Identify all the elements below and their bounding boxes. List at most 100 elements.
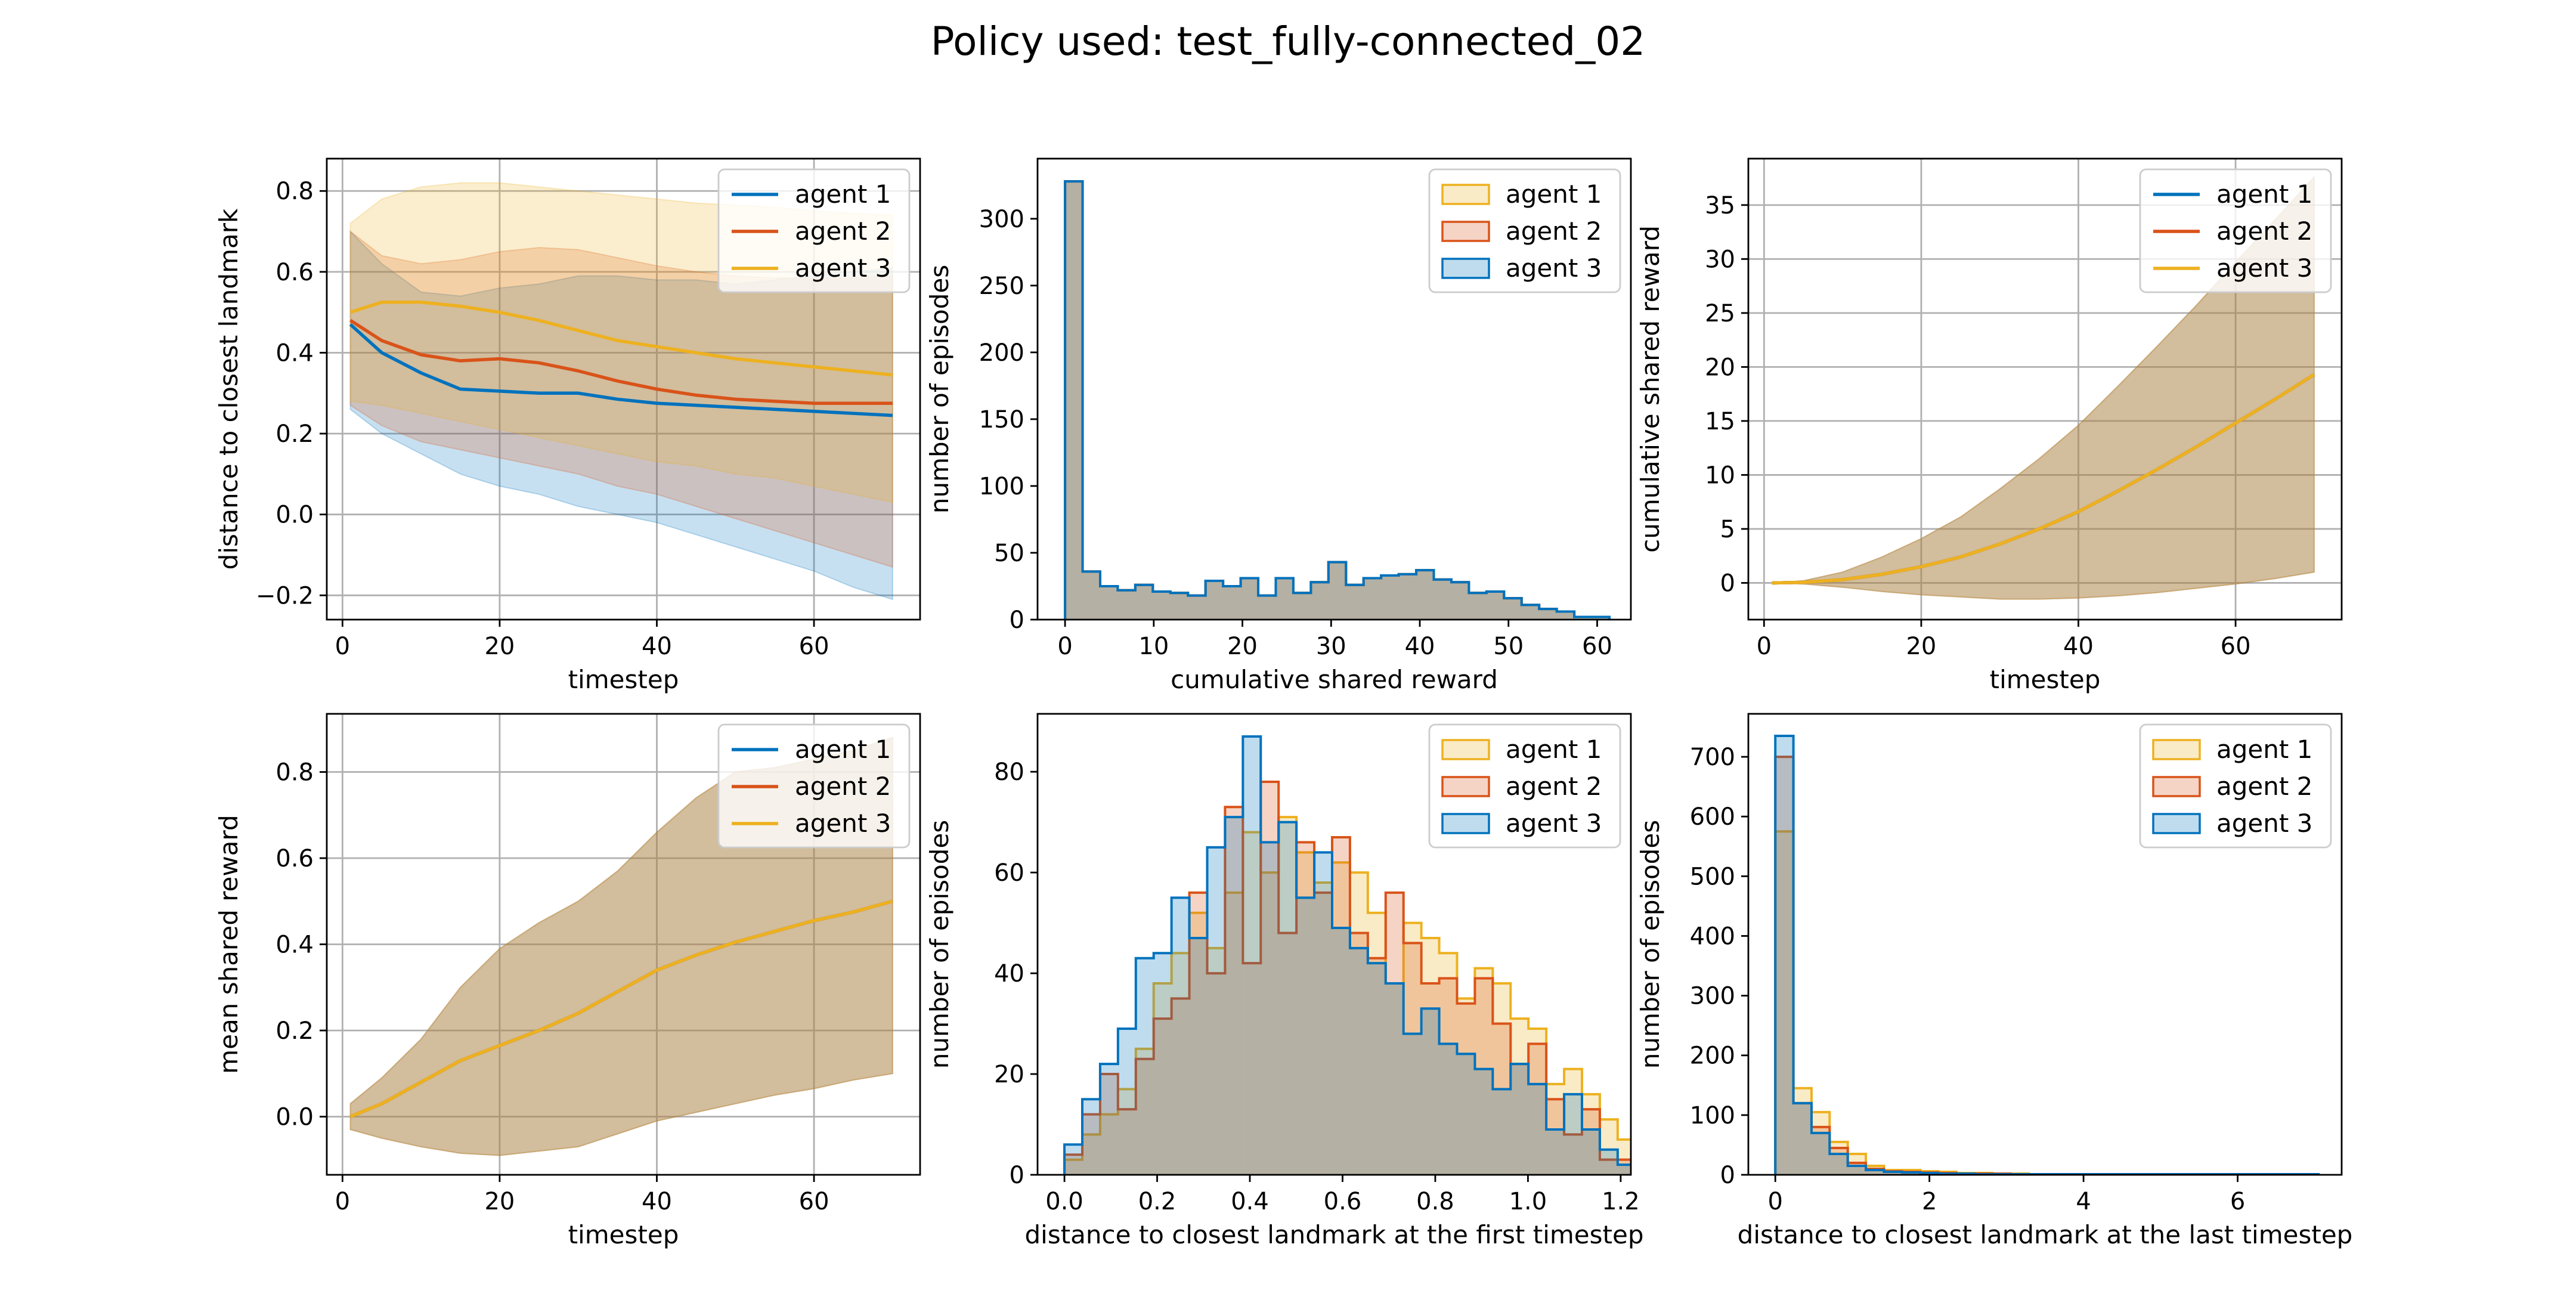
histogram-bar — [1528, 1084, 1547, 1175]
histogram-bar — [1599, 1159, 1618, 1175]
y-tick-label: 20 — [994, 1061, 1024, 1088]
x-tick-label: 40 — [2063, 633, 2094, 660]
histogram-bar — [1258, 595, 1276, 620]
histogram-bar — [1398, 574, 1417, 620]
x-tick-label: 1.0 — [1509, 1188, 1547, 1215]
plot-marks — [1063, 735, 1631, 1175]
grid — [327, 714, 920, 1175]
histogram-bar — [1349, 948, 1368, 1175]
histogram-bar — [1117, 590, 1135, 620]
histogram-bar — [1293, 593, 1311, 620]
y-tick-label: 0.4 — [275, 339, 314, 367]
histogram-bar — [1829, 1153, 1848, 1175]
panel-cumulative-reward-histogram: 0 10 20 30 40 50 60 0 50 100 150 200 250 300 cumulativ… — [925, 157, 1632, 694]
histogram-bar — [1433, 579, 1451, 620]
y-tick-label: 0.4 — [275, 931, 314, 959]
y-tick-label: 150 — [979, 406, 1024, 434]
histogram-bar — [1293, 593, 1311, 620]
histogram-bar — [1510, 1064, 1529, 1175]
x-tick-label: 60 — [799, 1188, 829, 1215]
histogram-bar — [1240, 578, 1259, 620]
x-tick-label: 0.6 — [1324, 1188, 1362, 1215]
x-tick-label: 0.8 — [1416, 1188, 1454, 1215]
histogram-bar — [1385, 983, 1404, 1175]
histogram-bar — [1153, 591, 1171, 620]
x-tick-label: 30 — [1316, 633, 1346, 660]
histogram-bar — [1528, 1044, 1547, 1175]
x-tick-label: 2 — [1922, 1188, 1937, 1215]
mean-line-agent-3 — [349, 899, 893, 1119]
histogram-bar — [1261, 872, 1279, 1175]
histogram-bar — [1243, 963, 1261, 1175]
histogram-bar — [1082, 1134, 1100, 1175]
panel-distance-over-time: 0 20 40 60 −0.2 0.0 0.2 0.4 0.6 0.8 timestep distan… — [214, 157, 921, 694]
histogram-bar — [1135, 1048, 1154, 1175]
histogram-bar — [1556, 611, 1575, 620]
histogram-bar — [1793, 1103, 1812, 1175]
legend-label: agent 1 — [795, 735, 891, 764]
histogram-bar — [1225, 807, 1243, 1175]
histogram-bar — [1475, 978, 1493, 1175]
x-tick-label: 0 — [335, 1188, 350, 1215]
histogram-bar — [1363, 578, 1382, 620]
histogram-bar — [1381, 575, 1399, 620]
x-axis-label: timestep — [1990, 665, 2101, 694]
y-tick-label: 35 — [1705, 192, 1735, 219]
legend-label: agent 3 — [2216, 253, 2312, 283]
histogram-bar — [1457, 1054, 1475, 1175]
histogram-bar — [1539, 609, 1557, 620]
x-axis-label: cumulative shared reward — [1171, 665, 1498, 694]
histogram-bar — [1100, 1114, 1118, 1175]
histogram-bar — [1207, 948, 1225, 1175]
histogram-bar — [1493, 1023, 1511, 1175]
histogram-bar — [1504, 598, 1522, 620]
y-tick-label: 300 — [1690, 983, 1735, 1010]
histogram-bar — [1065, 181, 1083, 620]
histogram-bar — [1225, 817, 1243, 1175]
y-tick-label: 0.6 — [275, 259, 314, 286]
legend-label: agent 1 — [2216, 180, 2312, 209]
histogram-bar — [1188, 595, 1206, 620]
legend-label: agent 3 — [1506, 809, 1602, 838]
y-tick-label: 250 — [979, 273, 1024, 300]
histogram-bar — [1581, 1129, 1600, 1175]
histogram-bar — [1064, 1155, 1083, 1175]
histogram-bar — [1451, 582, 1469, 620]
histogram-bar — [1493, 983, 1511, 1175]
x-axis-label: distance to closest landmark at the firs… — [1025, 1220, 1644, 1249]
histogram-bar — [1261, 842, 1279, 1175]
histogram-bar — [1403, 923, 1422, 1175]
legend-box — [1428, 723, 1621, 849]
histogram-bar — [1546, 1099, 1565, 1175]
histogram-bar — [1332, 862, 1350, 1175]
y-tick-label: 0.2 — [275, 420, 314, 448]
y-axis-label: cumulative shared reward — [1636, 225, 1665, 553]
legend-label: agent 3 — [1506, 253, 1602, 283]
histogram-bar — [1135, 584, 1153, 620]
histogram-bar — [1135, 1059, 1154, 1175]
y-tick-label: 0 — [1010, 1162, 1024, 1189]
histogram-bar — [1521, 605, 1540, 620]
histogram-bar — [1275, 578, 1293, 620]
histogram-bar — [1314, 883, 1333, 1175]
histogram-bar — [1349, 933, 1368, 1175]
y-axis-label: mean shared reward — [214, 815, 243, 1073]
histogram-bar — [1398, 574, 1417, 620]
x-tick-label: 20 — [484, 1188, 515, 1215]
histogram-bar — [1117, 590, 1135, 620]
legend-patch-swatch — [1441, 221, 1490, 242]
histogram-bar — [1564, 1094, 1582, 1175]
histogram-bar — [1207, 847, 1225, 1175]
histogram-bar — [1135, 584, 1153, 620]
histogram-bar — [1451, 582, 1469, 620]
histogram-bar — [1328, 562, 1346, 620]
y-tick-label: 0 — [1720, 570, 1735, 597]
y-tick-label: 100 — [979, 473, 1024, 500]
histogram-bar — [1574, 617, 1592, 620]
histogram-bar — [1581, 1094, 1600, 1175]
legend: agent 1 agent 2 agent 3 — [717, 723, 911, 849]
axes-frame — [1036, 713, 1632, 1176]
x-tick-label: 20 — [1906, 633, 1936, 660]
y-tick-label: 0 — [1720, 1162, 1735, 1189]
